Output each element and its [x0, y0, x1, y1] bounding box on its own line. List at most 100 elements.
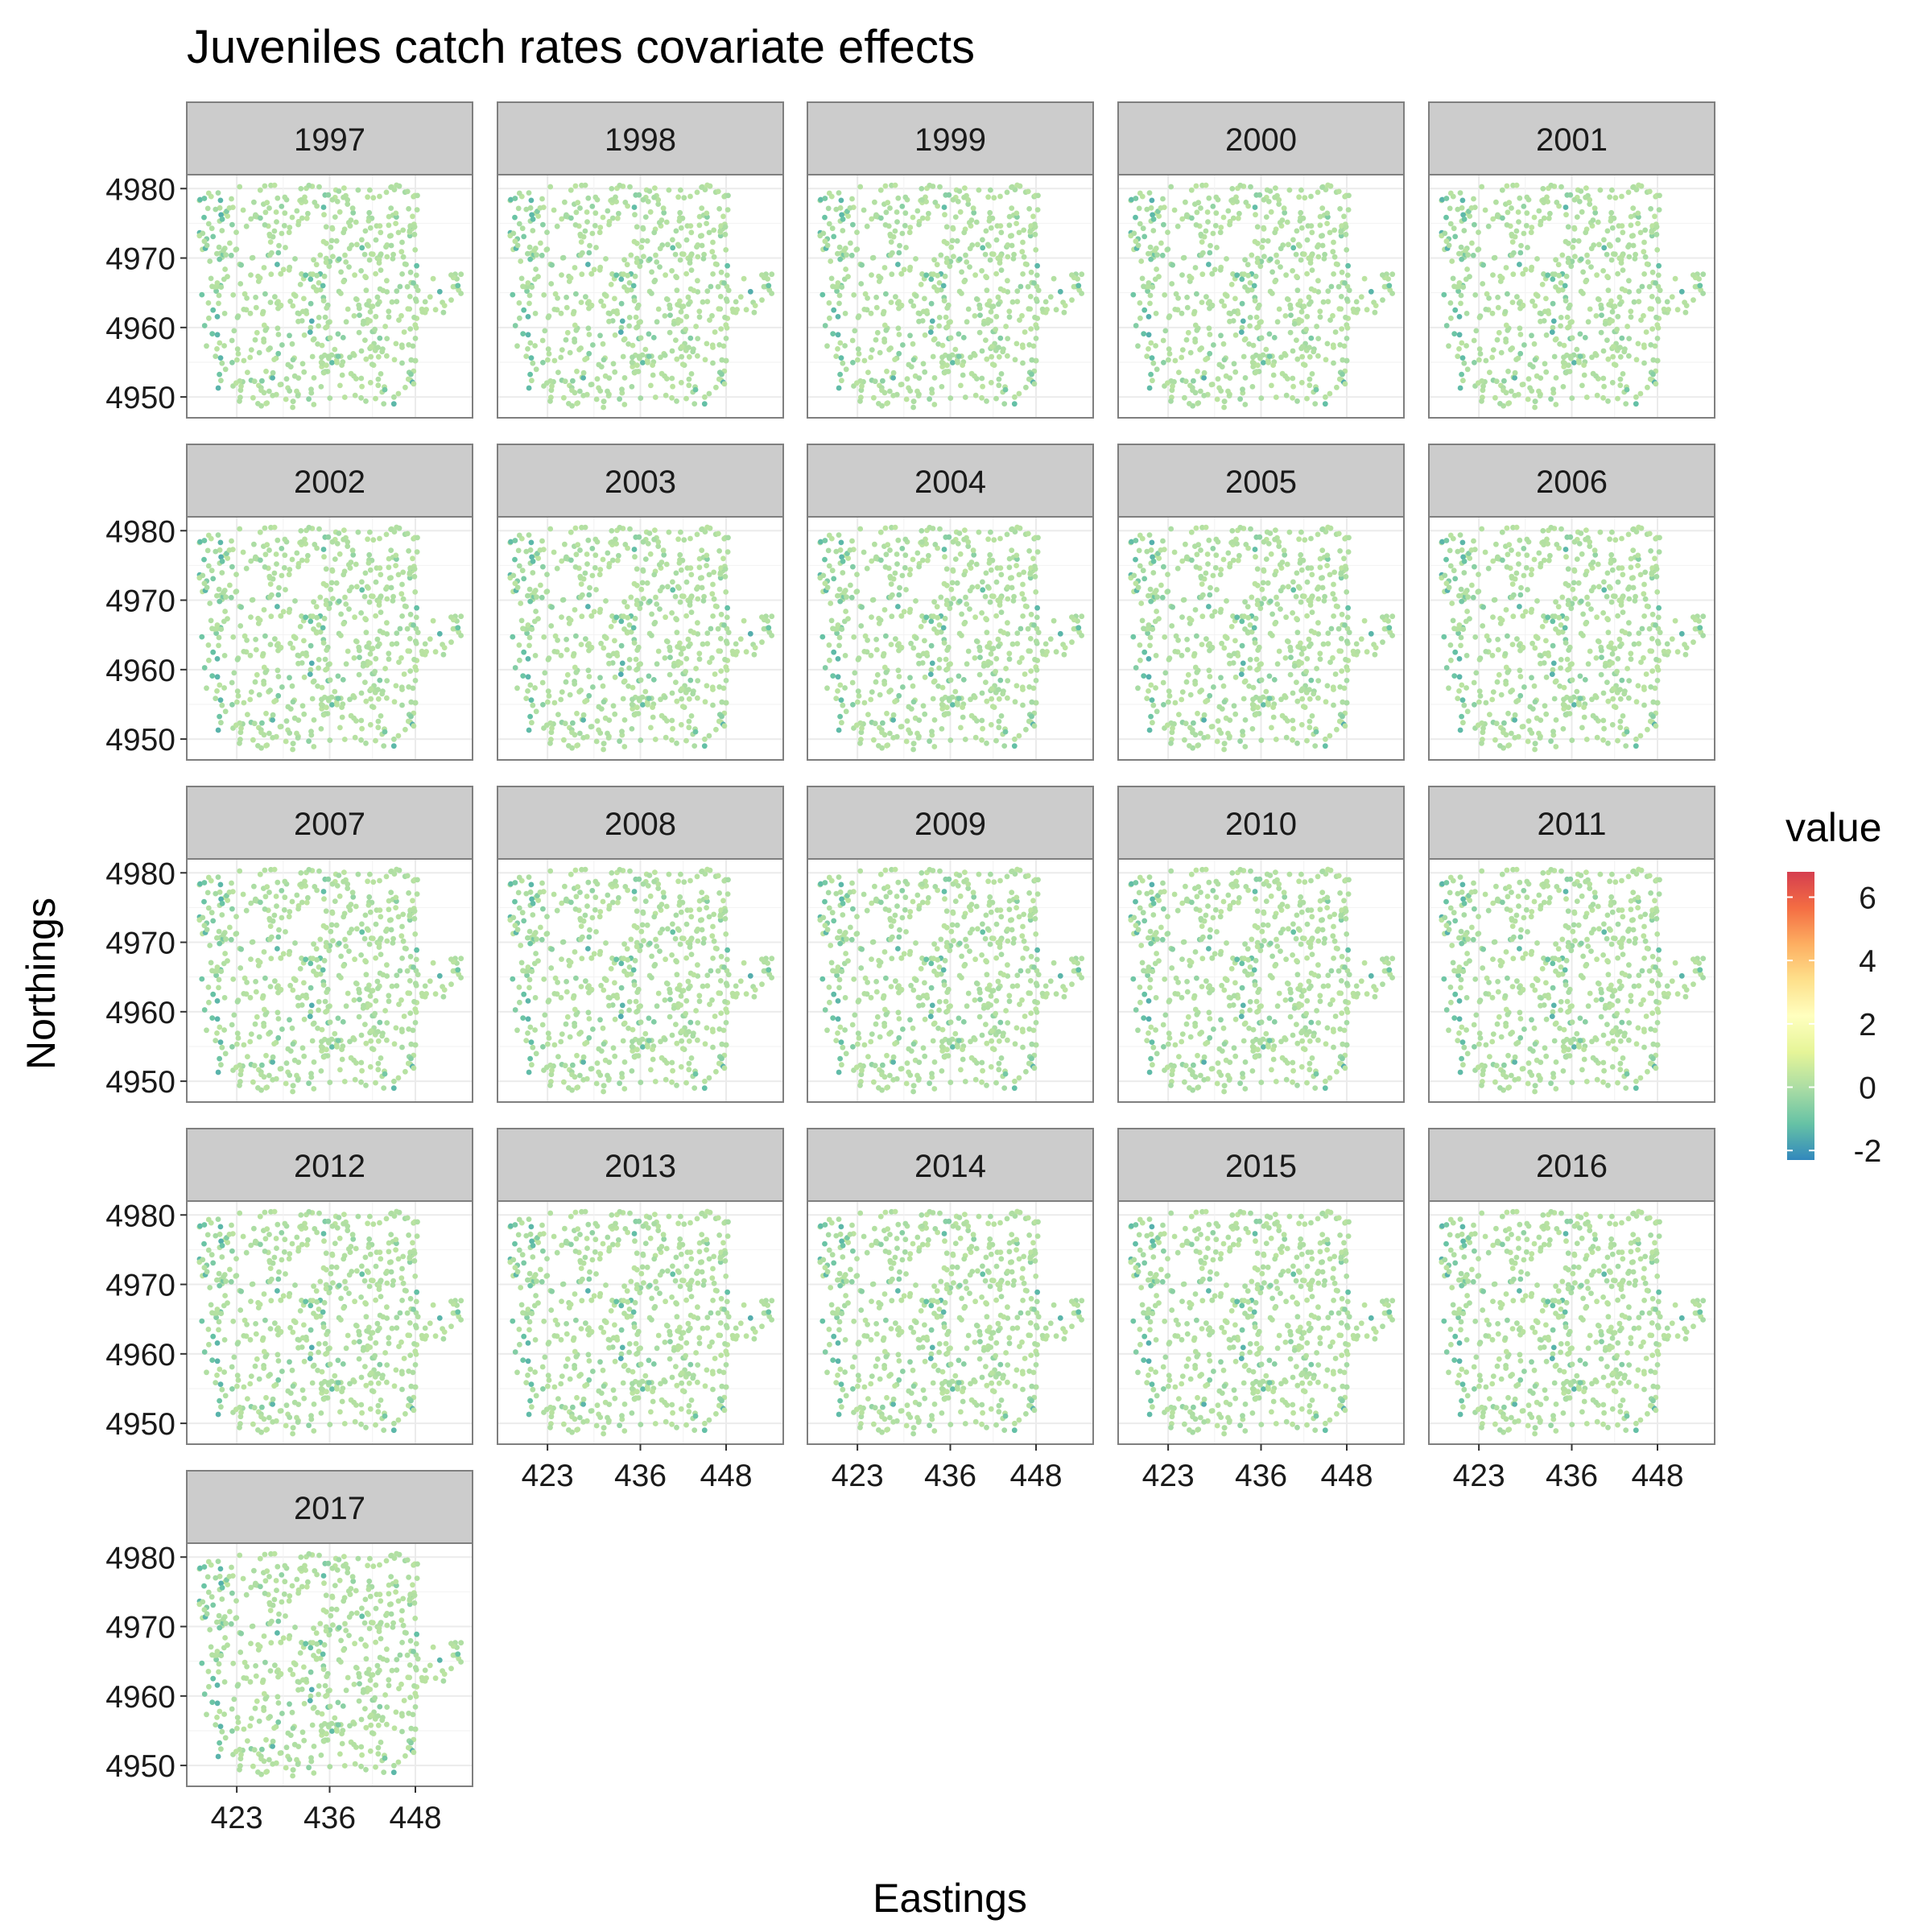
data-point: [1548, 182, 1554, 188]
data-point: [634, 666, 641, 672]
data-point: [309, 696, 316, 702]
facet-strip-label: 2002: [294, 464, 365, 500]
data-point: [1608, 257, 1615, 263]
data-point: [1550, 300, 1556, 307]
data-point: [1293, 251, 1299, 258]
data-point: [883, 291, 889, 297]
data-point: [201, 214, 207, 221]
data-point: [1156, 274, 1162, 279]
data-point: [997, 260, 1003, 266]
data-point: [916, 375, 923, 381]
data-point: [253, 304, 259, 311]
data-point: [1231, 361, 1237, 367]
data-point: [1286, 187, 1293, 193]
data-point: [529, 212, 535, 218]
data-point: [264, 742, 270, 748]
data-point: [993, 237, 1000, 243]
data-point: [1646, 283, 1653, 290]
data-point: [972, 392, 979, 398]
data-point: [1162, 328, 1169, 334]
data-point: [670, 725, 675, 732]
data-point: [1269, 291, 1275, 296]
data-point: [301, 638, 307, 644]
data-point: [872, 378, 878, 385]
data-point: [1020, 581, 1026, 588]
data-point: [299, 308, 306, 315]
data-point: [672, 251, 679, 258]
data-point: [352, 614, 357, 621]
data-point: [325, 192, 332, 198]
data-point: [307, 671, 313, 677]
data-point: [1615, 237, 1621, 243]
data-point: [240, 207, 246, 213]
data-point: [859, 262, 865, 268]
data-point: [1035, 287, 1042, 294]
data-point: [669, 717, 675, 724]
data-point: [822, 214, 828, 221]
data-point: [674, 356, 680, 362]
data-point: [222, 609, 228, 614]
data-point: [360, 663, 366, 669]
data-point: [329, 225, 336, 232]
data-point: [685, 636, 691, 642]
data-point: [341, 737, 348, 742]
data-point: [1028, 269, 1034, 275]
data-point: [636, 192, 642, 198]
data-point: [1018, 625, 1024, 632]
data-point: [1512, 369, 1518, 376]
data-point: [1601, 237, 1607, 243]
data-point: [828, 601, 834, 606]
data-point: [372, 326, 378, 332]
data-point: [1332, 329, 1339, 335]
data-point: [719, 357, 725, 363]
data-point: [407, 636, 413, 642]
data-point: [1467, 213, 1473, 219]
data-point: [880, 720, 886, 726]
data-point: [205, 642, 212, 648]
data-point: [1584, 252, 1590, 258]
data-point: [687, 535, 693, 542]
data-point: [375, 382, 382, 389]
data-point: [869, 689, 875, 695]
data-point: [651, 279, 658, 285]
data-point: [229, 564, 235, 570]
data-point: [1617, 301, 1623, 308]
data-point: [525, 656, 531, 662]
data-point: [988, 529, 993, 535]
data-point: [1179, 354, 1185, 361]
data-point: [524, 288, 530, 294]
data-point: [997, 565, 1004, 571]
data-point: [512, 665, 518, 671]
data-point: [881, 322, 888, 328]
data-point: [1062, 645, 1068, 650]
data-point: [822, 556, 828, 563]
data-point: [1138, 258, 1145, 264]
data-point: [1523, 222, 1530, 229]
data-point: [881, 681, 888, 687]
data-point: [840, 570, 846, 576]
data-point: [1601, 245, 1608, 251]
data-point: [1451, 225, 1457, 232]
data-point: [1307, 260, 1314, 266]
data-point: [1517, 262, 1522, 267]
data-point: [510, 230, 517, 237]
data-point: [926, 552, 931, 559]
data-point: [1569, 335, 1575, 341]
data-point: [699, 233, 704, 239]
data-point: [1009, 575, 1014, 581]
data-point: [380, 287, 386, 294]
data-point: [1005, 695, 1010, 701]
data-point: [201, 238, 208, 245]
data-point: [588, 270, 595, 277]
data-point: [295, 318, 301, 324]
data-point: [261, 681, 267, 687]
data-point: [248, 347, 254, 353]
data-point: [877, 529, 884, 535]
data-point: [217, 197, 224, 204]
data-point: [365, 194, 370, 200]
data-point: [1025, 625, 1031, 632]
data-point: [691, 287, 697, 294]
data-point: [704, 683, 710, 689]
data-point: [1543, 295, 1549, 302]
data-point: [1635, 341, 1641, 347]
